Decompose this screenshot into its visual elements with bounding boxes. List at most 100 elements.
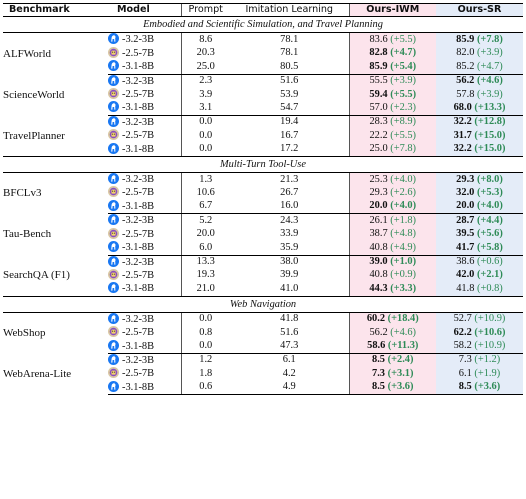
header-imitation-learning: Imitation Learning [230, 2, 349, 18]
ours-sr-score-content: 82.0 (+3.9) [456, 47, 503, 58]
section-header-row: Embodied and Scientific Simulation, and … [3, 16, 523, 34]
model-cell: -3.2-3B [108, 312, 181, 326]
ours-iwm-score-content: 8.5 (+3.6) [372, 381, 413, 392]
model-name: -3.1-8B [122, 200, 155, 212]
ours-sr-score-delta: (+15.0) [474, 143, 506, 155]
table-row: -3.1-8B 25.0 80.5 85.9 (+5.4) 85.2 (+4.7) [3, 60, 523, 75]
ours-sr-score: 29.3 (+8.0) [436, 172, 523, 187]
ours-iwm-score-content: 39.0 (+1.0) [369, 256, 416, 267]
model-name: -2.5-7B [122, 47, 155, 59]
ours-iwm-score-value: 20.0 [369, 200, 388, 212]
ours-sr-score-value: 38.6 [456, 256, 475, 267]
ours-iwm-score-content: 83.6 (+5.5) [369, 34, 416, 45]
ours-iwm-score-delta: (+3.6) [387, 381, 414, 393]
benchmark-name: ALFWorld [3, 47, 52, 60]
ours-sr-score-value: 58.2 [453, 340, 472, 352]
ours-sr-score-value: 6.1 [458, 367, 472, 379]
ours-sr-score-content: 32.2 (+12.8) [454, 116, 506, 127]
llama-icon [108, 380, 119, 392]
ours-iwm-score-delta: (+1.8) [390, 214, 417, 226]
ours-sr-score: 32.2 (+15.0) [436, 142, 523, 158]
ours-sr-score-delta: (+3.9) [477, 88, 503, 100]
qwen-icon [108, 268, 119, 280]
qwen-icon [108, 129, 119, 141]
ours-sr-score: 62.2 (+10.6) [436, 326, 523, 340]
ours-sr-score: 57.8 (+3.9) [436, 88, 523, 102]
table-body: Embodied and Scientific Simulation, and … [3, 16, 523, 396]
ours-sr-score-delta: (+7.8) [476, 33, 503, 45]
model-cell: -3.2-3B [108, 353, 181, 367]
model-name: -3.1-8B [122, 283, 155, 295]
benchmark-name: BFCLv3 [3, 187, 42, 200]
table-row: -3.1-8B 3.1 54.7 57.0 (+2.3) 68.0 (+13.3) [3, 101, 523, 116]
model-cell: -2.5-7B [108, 129, 181, 142]
ours-sr-score: 32.2 (+12.8) [436, 115, 523, 130]
header-row: Benchmark Model Prompt Imitation Learnin… [3, 2, 523, 18]
model-cell: -3.1-8B [108, 241, 181, 256]
ours-iwm-score: 85.9 (+5.4) [348, 60, 436, 75]
header-model: Model [108, 2, 181, 18]
table-row: ALFWorld -3.2-3B 8.6 78.1 83.6 (+5.5) 85.9 (+… [3, 32, 523, 60]
imitation-score: 16.0 [230, 199, 349, 215]
ours-iwm-score-content: 28.3 (+8.9) [369, 116, 416, 127]
ours-sr-score-content: 85.2 (+4.7) [456, 61, 503, 72]
model-cell: -2.5-7B [108, 367, 181, 380]
ours-sr-score-value: 32.0 [456, 186, 475, 198]
ours-sr-score-delta: (+8.0) [476, 173, 503, 185]
model-name: -2.5-7B [122, 89, 155, 101]
ours-iwm-score: 83.6 (+5.5) [348, 32, 436, 47]
imitation-score: 6.1 [282, 354, 296, 366]
imitation-score: 80.5 [230, 60, 349, 75]
llama-icon [108, 60, 119, 72]
ours-sr-score: 56.2 (+4.6) [436, 74, 523, 89]
qwen-icon [108, 88, 119, 100]
ours-iwm-score-content: 59.4 (+5.5) [369, 89, 416, 100]
llama-icon [108, 33, 119, 45]
ours-sr-score-content: 32.2 (+15.0) [454, 143, 506, 154]
imitation-score: 4.2 [282, 367, 296, 379]
ours-sr-score-content: 62.2 (+10.6) [454, 327, 506, 338]
qwen-icon [108, 46, 119, 58]
model-name: -3.2-3B [122, 215, 155, 227]
ours-sr-score-delta: (+4.6) [476, 75, 503, 87]
ours-sr-score-content: 58.2 (+10.9) [454, 340, 506, 351]
section-title: Multi-Turn Tool-Use [3, 156, 523, 174]
ours-iwm-score-delta: (+18.4) [387, 313, 419, 325]
ours-sr-score-content: 85.9 (+7.8) [456, 34, 503, 45]
model-name: -3.1-8B [122, 102, 155, 114]
ours-iwm-score-value: 29.3 [369, 186, 388, 198]
ours-sr-score-content: 32.0 (+5.3) [456, 187, 503, 198]
model-cell: -2.5-7B [108, 268, 181, 282]
model-name: -3.2-3B [122, 354, 155, 366]
ours-iwm-score: 20.0 (+4.0) [348, 199, 436, 215]
ours-sr-score-value: 62.2 [453, 326, 472, 338]
ours-sr-score: 85.9 (+7.8) [436, 32, 523, 47]
llama-icon [108, 353, 119, 365]
imitation-score: 78.1 [280, 33, 299, 45]
ours-iwm-score-value: 22.2 [369, 129, 388, 141]
ours-iwm-score-value: 59.4 [369, 88, 388, 100]
llama-icon [108, 199, 119, 211]
ours-iwm-score-delta: (+5.5) [390, 88, 417, 100]
ours-sr-score: 42.0 (+2.1) [436, 268, 523, 283]
ours-sr-score: 39.5 (+5.6) [436, 227, 523, 242]
model-name: -2.5-7B [122, 269, 155, 281]
ours-iwm-score: 56.2 (+4.6) [348, 326, 436, 340]
imitation-score: 41.0 [230, 282, 349, 297]
table-row: WebArena-Lite -3.2-3B 1.2 6.1 8.5 (+2.4) 7.3 … [3, 353, 523, 380]
ours-iwm-score: 8.5 (+2.4) [348, 353, 436, 368]
ours-sr-score-delta: (+15.0) [474, 129, 506, 141]
ours-iwm-score-content: 38.7 (+4.8) [369, 228, 416, 239]
ours-iwm-score-delta: (+4.0) [390, 173, 417, 185]
model-name: -3.1-8B [122, 242, 155, 254]
qwen-icon [108, 367, 119, 379]
model-cell: -3.2-3B [108, 255, 181, 269]
ours-sr-score-value: 52.7 [453, 313, 472, 325]
ours-iwm-score: 40.8 (+0.9) [348, 268, 436, 283]
model-name: -3.2-3B [122, 313, 155, 325]
ours-sr-score-content: 39.5 (+5.6) [456, 228, 503, 239]
ours-iwm-score-content: 26.1 (+1.8) [369, 215, 416, 226]
ours-iwm-score-delta: (+4.9) [390, 241, 417, 253]
ours-iwm-score-value: 82.8 [369, 47, 388, 59]
benchmark-name: ScienceWorld [3, 88, 65, 101]
